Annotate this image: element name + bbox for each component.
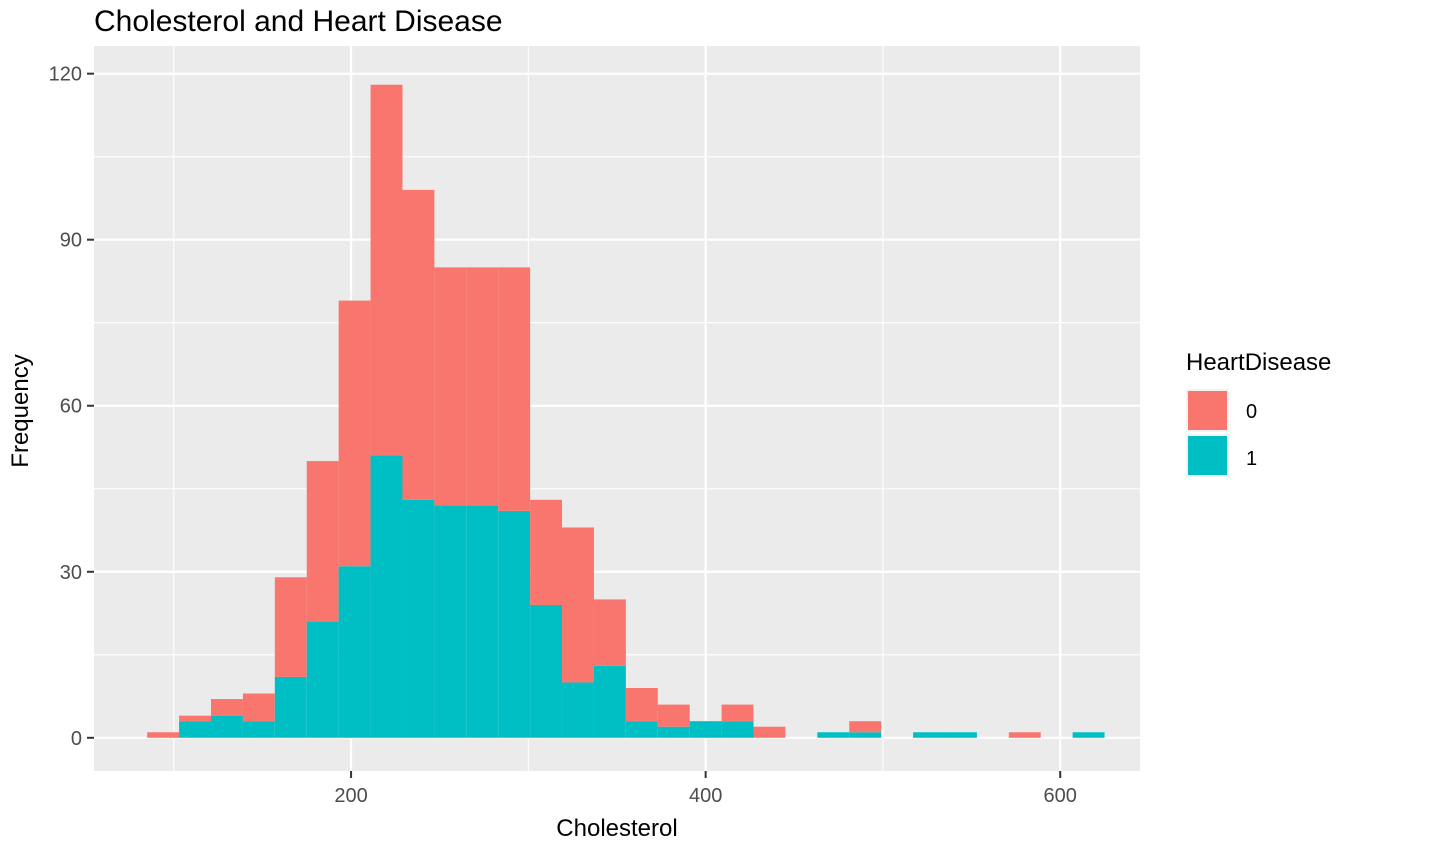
bar-heartdisease-1 xyxy=(1072,732,1105,738)
bar-heartdisease-1 xyxy=(913,732,945,738)
legend-key-0 xyxy=(1188,391,1227,430)
bar-heartdisease-1 xyxy=(370,455,403,738)
y-axis-title: Frequency xyxy=(7,354,34,467)
bar-heartdisease-0 xyxy=(147,732,180,738)
bar-heartdisease-1 xyxy=(338,566,371,738)
bar-heartdisease-0 xyxy=(338,300,371,567)
bar-heartdisease-1 xyxy=(179,721,212,738)
bar-heartdisease-0 xyxy=(753,726,786,738)
bar-heartdisease-1 xyxy=(498,510,531,738)
y-tick-label: 120 xyxy=(49,64,82,86)
bar-heartdisease-0 xyxy=(593,599,626,666)
bar-heartdisease-0 xyxy=(498,267,531,511)
legend-key-1 xyxy=(1188,436,1227,475)
bar-heartdisease-0 xyxy=(625,687,658,722)
chart-title: Cholesterol and Heart Disease xyxy=(94,5,503,38)
legend-item-1: 1 xyxy=(1186,434,1257,477)
bar-heartdisease-1 xyxy=(242,721,275,738)
legend-title: HeartDisease xyxy=(1186,349,1331,376)
y-tick-label: 90 xyxy=(60,230,82,252)
bar-heartdisease-1 xyxy=(817,732,850,738)
bar-heartdisease-0 xyxy=(402,189,435,500)
bar-heartdisease-0 xyxy=(1008,732,1041,738)
bar-heartdisease-1 xyxy=(562,682,594,738)
y-axis: 0 30 60 90 120 xyxy=(49,64,94,750)
bar-heartdisease-1 xyxy=(689,721,722,738)
bar-heartdisease-0 xyxy=(179,715,212,722)
bar-heartdisease-1 xyxy=(402,499,435,738)
bar-heartdisease-1 xyxy=(274,676,307,738)
bar-heartdisease-1 xyxy=(657,726,690,738)
bar-heartdisease-1 xyxy=(466,505,499,738)
bar-heartdisease-0 xyxy=(242,693,275,722)
bar-heartdisease-0 xyxy=(849,721,882,733)
y-tick-label: 30 xyxy=(60,562,82,584)
legend-label-1: 1 xyxy=(1246,448,1257,470)
histogram-bars xyxy=(147,84,1105,738)
bar-heartdisease-1 xyxy=(306,621,339,738)
bar-heartdisease-0 xyxy=(466,267,499,506)
y-tick-label: 0 xyxy=(71,728,82,750)
bar-heartdisease-0 xyxy=(562,527,594,683)
x-tick-label: 600 xyxy=(1044,785,1077,807)
legend-item-0: 0 xyxy=(1186,389,1257,432)
x-tick-label: 200 xyxy=(334,785,367,807)
bar-heartdisease-1 xyxy=(625,721,658,738)
y-tick-label: 60 xyxy=(60,396,82,418)
bar-heartdisease-0 xyxy=(370,84,403,456)
bar-heartdisease-0 xyxy=(211,699,243,716)
bar-heartdisease-0 xyxy=(434,267,467,506)
x-axis-title: Cholesterol xyxy=(556,815,677,842)
legend-label-0: 0 xyxy=(1246,401,1257,423)
bar-heartdisease-1 xyxy=(434,505,467,738)
bar-heartdisease-0 xyxy=(657,704,690,727)
x-axis: 200 400 600 xyxy=(334,771,1077,807)
bar-heartdisease-0 xyxy=(306,461,339,622)
bar-heartdisease-1 xyxy=(849,732,882,738)
legend: HeartDisease 0 1 xyxy=(1186,349,1331,477)
bar-heartdisease-1 xyxy=(211,715,243,738)
bar-heartdisease-1 xyxy=(593,665,626,738)
bar-heartdisease-0 xyxy=(274,577,307,677)
x-tick-label: 400 xyxy=(689,785,722,807)
bar-heartdisease-1 xyxy=(721,721,754,738)
bar-heartdisease-0 xyxy=(721,704,754,722)
bar-heartdisease-1 xyxy=(530,604,563,738)
bar-heartdisease-1 xyxy=(944,732,977,738)
bar-heartdisease-0 xyxy=(530,499,563,605)
